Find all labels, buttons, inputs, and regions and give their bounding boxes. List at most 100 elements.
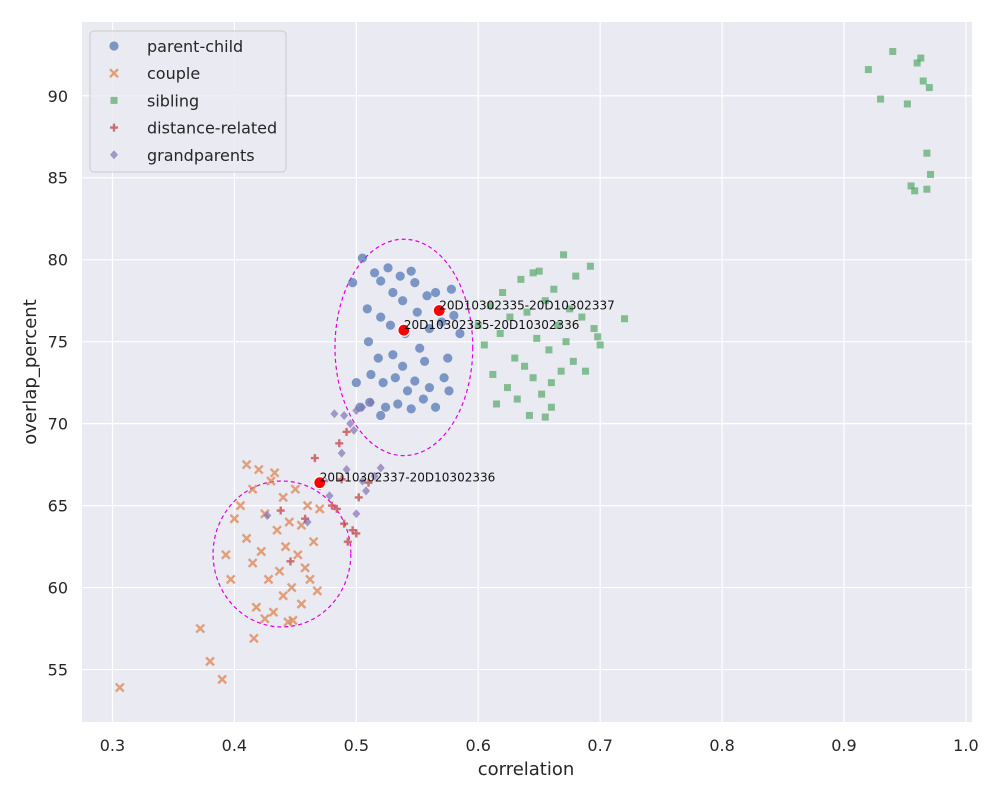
highlight-label: 20D10302335-20D10302337 <box>439 299 615 313</box>
point-sibling <box>547 403 555 411</box>
point-parent-child <box>373 353 383 363</box>
point-parent-child <box>418 394 428 404</box>
legend-marker-distance-related <box>110 123 118 132</box>
legend-label-distance-related: distance-related <box>147 119 277 138</box>
point-parent-child <box>415 343 425 353</box>
legend: parent-child couple sibling distance-relate… <box>89 30 287 173</box>
point-parent-child <box>412 307 422 317</box>
highlighted-point <box>432 303 446 318</box>
point-grandparents <box>342 465 351 475</box>
point-sibling <box>538 390 546 398</box>
point-distance-related <box>343 537 352 546</box>
point-distance-related <box>364 478 373 487</box>
legend-box <box>89 30 287 173</box>
point-parent-child <box>366 369 376 380</box>
point-parent-child <box>430 287 441 298</box>
point-sibling <box>486 302 494 310</box>
x-tick-label: 0.4 <box>222 736 247 755</box>
point-sibling <box>594 333 602 341</box>
point-couple <box>263 574 274 585</box>
x-axis-label: correlation <box>478 759 575 780</box>
y-tick-labels: 55 60 65 70 75 80 85 90 <box>48 87 68 680</box>
point-parent-child <box>376 276 386 286</box>
point-distance-related <box>354 493 363 502</box>
series-sibling <box>474 48 935 421</box>
point-parent-child <box>388 350 398 360</box>
point-grandparents <box>376 463 385 473</box>
point-couple <box>269 467 280 478</box>
point-parent-child <box>390 373 400 383</box>
y-tick-label: 85 <box>48 169 68 188</box>
point-sibling <box>474 321 482 329</box>
point-couple <box>296 599 307 609</box>
point-sibling <box>923 149 931 157</box>
point-grandparents <box>330 409 339 419</box>
point-couple <box>241 533 252 544</box>
point-sibling <box>913 59 921 67</box>
point-sibling <box>523 308 531 316</box>
point-distance-related <box>337 475 346 484</box>
point-parent-child <box>424 382 435 393</box>
point-couple <box>195 623 206 634</box>
y-tick-label: 60 <box>48 579 68 598</box>
point-sibling <box>529 374 537 382</box>
point-parent-child <box>370 268 380 278</box>
point-distance-related <box>332 504 341 513</box>
point-sibling <box>927 170 935 178</box>
point-grandparents <box>352 509 361 519</box>
point-parent-child <box>437 317 447 327</box>
point-sibling <box>533 334 541 342</box>
point-sibling <box>566 305 574 313</box>
point-sibling <box>572 272 580 280</box>
point-couple <box>256 546 267 557</box>
point-parent-child <box>419 356 430 366</box>
point-parent-child <box>455 328 465 339</box>
point-grandparents <box>349 425 358 435</box>
x-tick-label: 0.6 <box>466 736 491 755</box>
point-parent-child <box>378 378 388 388</box>
point-sibling <box>521 362 529 370</box>
point-sibling <box>517 275 525 283</box>
point-sibling <box>503 384 511 392</box>
point-grandparents <box>346 419 355 429</box>
point-parent-child <box>430 402 441 412</box>
point-couple <box>308 536 319 547</box>
point-sibling <box>529 269 537 277</box>
x-tick-label: 0.9 <box>831 736 856 755</box>
point-sibling <box>590 325 598 333</box>
y-tick-label: 90 <box>48 87 68 106</box>
point-sibling <box>547 379 555 387</box>
point-couple <box>278 590 289 601</box>
point-parent-child <box>348 278 358 288</box>
point-sibling <box>506 313 514 321</box>
point-parent-child <box>406 404 416 414</box>
point-grandparents <box>303 517 312 527</box>
point-parent-child <box>357 253 368 263</box>
point-distance-related <box>352 529 361 538</box>
highlighted-point <box>313 476 327 490</box>
point-couple <box>272 525 282 536</box>
series-couple <box>114 459 325 693</box>
point-sibling <box>864 66 872 74</box>
legend-label-couple: couple <box>147 64 200 83</box>
legend-marker-sibling <box>110 96 118 104</box>
point-couple <box>268 607 279 618</box>
y-tick-label: 75 <box>48 333 68 352</box>
point-couple <box>247 484 258 495</box>
point-sibling <box>621 315 629 323</box>
point-couple <box>260 613 270 624</box>
point-grandparents <box>325 491 334 501</box>
point-couple <box>280 541 291 552</box>
cluster-ellipses <box>212 238 474 628</box>
point-sibling <box>545 346 553 354</box>
point-couple <box>290 484 301 495</box>
point-parent-child <box>410 278 420 288</box>
x-tick-label: 0.7 <box>587 736 612 755</box>
point-parent-child <box>393 399 403 409</box>
point-sibling <box>923 185 931 193</box>
cluster-ellipse <box>212 480 352 628</box>
point-parent-child <box>376 410 386 421</box>
data-points <box>114 48 935 693</box>
point-couple <box>114 682 125 693</box>
